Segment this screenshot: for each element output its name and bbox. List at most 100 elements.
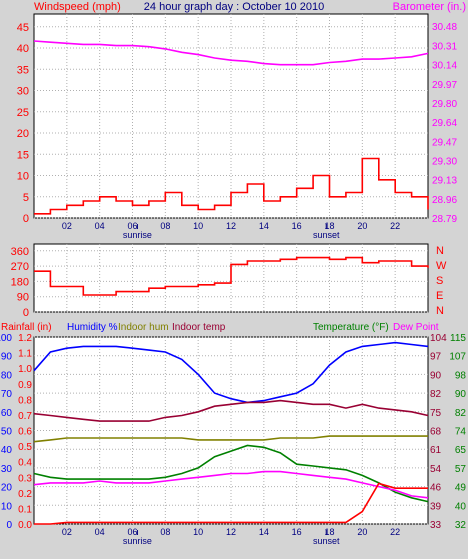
panel3-rain-tick-11: 1.1 — [18, 349, 32, 360]
panel1-xtick-12: 12 — [226, 221, 236, 231]
panel3-indoor-tick-104: 104 — [430, 333, 447, 344]
panel1-right-tick-30.14: 30.14 — [432, 61, 457, 72]
panel2-right-tick-4: N — [436, 305, 444, 317]
panel3-temp-tick-40: 40 — [455, 501, 467, 512]
panel3-humidity-tick-20: 20 — [1, 483, 13, 494]
panel3-xtick-22: 22 — [390, 527, 400, 537]
series-humidity — [33, 341, 429, 404]
panel1-right-tick-29.13: 29.13 — [432, 176, 457, 187]
panel1-xtick-08: 08 — [160, 221, 170, 231]
panel3-humidity-tick-70: 70 — [1, 389, 13, 400]
panel3-temp-tick-98: 98 — [455, 370, 467, 381]
panel1-left-tick-15: 15 — [17, 149, 29, 161]
panel3-temp-tick-49: 49 — [455, 483, 467, 494]
series-windspeed — [34, 157, 429, 215]
series-temperature-f — [33, 444, 429, 503]
panel3-indoor-tick-97: 97 — [430, 352, 442, 363]
panel3-indoor-tick-46: 46 — [430, 483, 442, 494]
panel3-label-rainfall: Rainfall (in) — [1, 322, 52, 333]
panel3-xtick-18: 18 — [324, 527, 334, 537]
panel3-indoor-tick-90: 90 — [430, 370, 442, 381]
panel3-indoor-tick-61: 61 — [430, 445, 442, 456]
panel3-label-indoor-hum: Indoor hum — [118, 322, 169, 333]
panel1-right-tick-29.97: 29.97 — [432, 80, 457, 91]
panel3-humidity-tick-50: 50 — [1, 427, 13, 438]
panel3-xtick-14: 14 — [259, 527, 269, 537]
panel1-xtick-20: 20 — [357, 221, 367, 231]
panel3-rain-tick-6: 0.6 — [18, 427, 32, 438]
panel3-rain-tick-7: 0.7 — [18, 411, 32, 422]
panel3-xtick-12: 12 — [226, 527, 236, 537]
panel3-humidity-tick-30: 30 — [1, 464, 13, 475]
panel3-temp-tick-57: 57 — [455, 464, 467, 475]
panel1-xtick-18: 18 — [324, 221, 334, 231]
panel3-xtick-08: 08 — [160, 527, 170, 537]
panel2-right-tick-1: W — [436, 260, 447, 272]
panel1-xtick-02: 02 — [62, 221, 72, 231]
panel1-left-tick-25: 25 — [17, 107, 29, 119]
panel3-humidity-tick-10: 10 — [1, 501, 13, 512]
panel1-left-tick-40: 40 — [17, 43, 29, 55]
series-dew-point — [33, 470, 429, 499]
panel1-right-tick-30.48: 30.48 — [432, 22, 457, 33]
panel3-temp-tick-82: 82 — [455, 408, 467, 419]
panel1-xtick-06: 06 — [127, 221, 137, 231]
panel1-xtick-10: 10 — [193, 221, 203, 231]
panel1-left-label: Windspeed (mph) — [34, 1, 121, 13]
panel1-left-tick-35: 35 — [17, 64, 29, 76]
panel3-label-indoor-temp: Indoor temp — [172, 322, 226, 333]
panel1-right-tick-28.79: 28.79 — [432, 214, 457, 225]
panel3-sunrise: sunrise — [123, 536, 152, 546]
panel3-xtick-20: 20 — [357, 527, 367, 537]
panel1-left-tick-0: 0 — [23, 213, 29, 225]
panel1-right-tick-29.80: 29.80 — [432, 99, 457, 110]
panel3-xtick-16: 16 — [292, 527, 302, 537]
panel1-right-tick-29.64: 29.64 — [432, 118, 457, 129]
panel3-temp-tick-107: 107 — [449, 352, 466, 363]
series-indoor-hum — [33, 435, 428, 443]
panel3-humidity-tick-60: 60 — [1, 408, 13, 419]
panel3-label-humidity: Humidity % — [67, 322, 118, 333]
panel1-right-label: Barometer (in.) — [393, 1, 466, 13]
panel3-rain-tick-10: 1.0 — [18, 364, 32, 375]
panel3-humidity-tick-40: 40 — [1, 445, 13, 456]
panel2-left-tick-90: 90 — [17, 292, 29, 304]
panel3-temp-tick-32: 32 — [455, 520, 467, 531]
panel1-xtick-04: 04 — [95, 221, 105, 231]
panel1-left-tick-45: 45 — [17, 22, 29, 34]
panel1-xtick-14: 14 — [259, 221, 269, 231]
panel1-xtick-22: 22 — [390, 221, 400, 231]
panel1-left-tick-10: 10 — [17, 171, 29, 183]
panel1-xtick-16: 16 — [292, 221, 302, 231]
panel3-indoor-tick-54: 54 — [430, 464, 442, 475]
panel1-right-tick-30.31: 30.31 — [432, 41, 457, 52]
panel3-xtick-02: 02 — [62, 527, 72, 537]
panel3-humidity-tick-100: 100 — [0, 333, 12, 344]
panel3-temp-tick-90: 90 — [455, 389, 467, 400]
panel3-rain-tick-2: 0.2 — [18, 489, 32, 500]
panel1-left-tick-30: 30 — [17, 86, 29, 98]
panel2-left-tick-180: 180 — [11, 276, 29, 288]
panel3-rain-tick-12: 1.2 — [18, 333, 32, 344]
panel3-humidity-tick-90: 90 — [1, 352, 13, 363]
panel3-indoor-tick-39: 39 — [430, 501, 442, 512]
panel3-rain-tick-5: 0.5 — [18, 442, 32, 453]
panel1-sunrise: sunrise — [123, 230, 152, 240]
panel3-indoor-tick-75: 75 — [430, 408, 442, 419]
series-rainfall-in — [34, 482, 428, 525]
panel1-left-tick-5: 5 — [23, 192, 29, 204]
panel3-humidity-tick-80: 80 — [1, 370, 13, 381]
panel3-sunset: sunset — [313, 536, 340, 546]
panel2-right-tick-3: E — [436, 290, 443, 302]
panel1-left-tick-20: 20 — [17, 128, 29, 140]
panel2-right-tick-0: N — [436, 245, 444, 257]
panel1-right-tick-29.47: 29.47 — [432, 137, 457, 148]
panel3-temp-tick-65: 65 — [455, 445, 467, 456]
panel2-left-tick-270: 270 — [11, 261, 29, 273]
panel3-rain-tick-0: 0.0 — [18, 520, 32, 531]
panel3-indoor-tick-82: 82 — [430, 389, 442, 400]
panel3-label-temperature: Temperature (°F) — [313, 322, 389, 333]
panel3-rain-tick-1: 0.1 — [18, 504, 32, 515]
panel3-rain-tick-3: 0.3 — [18, 473, 32, 484]
